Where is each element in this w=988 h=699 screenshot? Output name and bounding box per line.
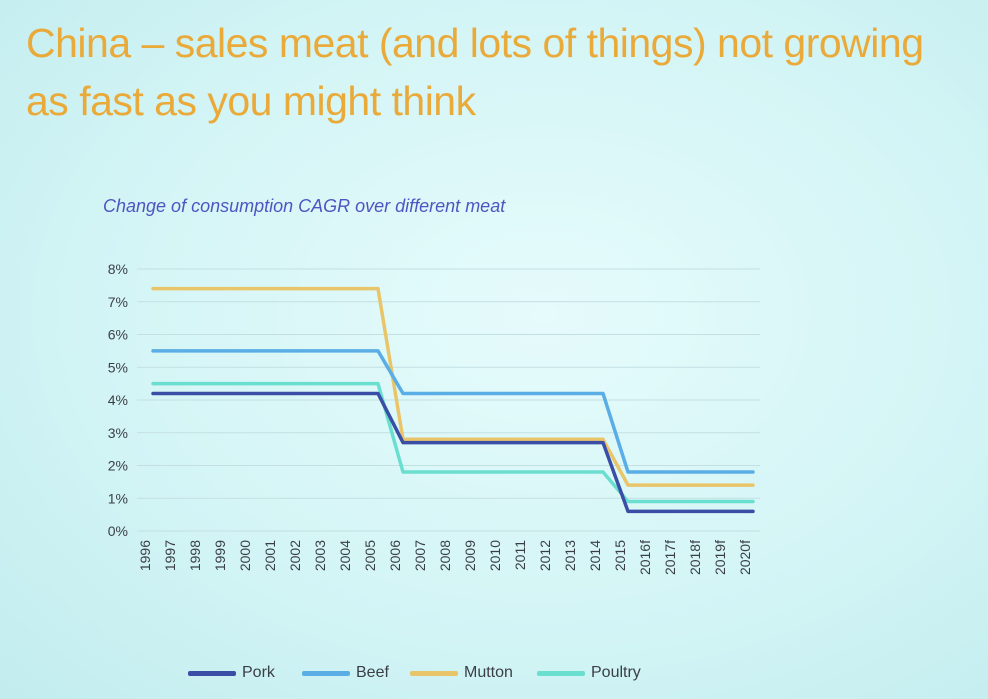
x-tick-label: 1997 (162, 540, 178, 571)
x-tick-label: 2009 (462, 540, 478, 571)
x-tick-label: 1999 (212, 540, 228, 571)
x-tick-label: 2001 (262, 540, 278, 571)
y-tick-label: 3% (108, 425, 128, 441)
x-tick-label: 1996 (137, 540, 153, 571)
x-tick-label: 2007 (412, 540, 428, 571)
y-tick-label: 1% (108, 490, 128, 506)
series-line-pork (151, 391, 755, 514)
x-tick-label: 1998 (187, 540, 203, 571)
x-tick-label: 2017f (662, 540, 678, 575)
x-tick-label: 2011 (512, 540, 528, 570)
x-tick-label: 2010 (487, 540, 503, 571)
y-tick-label: 6% (108, 327, 128, 343)
y-tick-label: 8% (108, 261, 128, 277)
slide-title: China – sales meat (and lots of things) … (26, 20, 924, 124)
y-tick-label: 4% (108, 392, 128, 408)
x-tick-label: 2012 (537, 540, 553, 571)
chart-title: Change of consumption CAGR over differen… (103, 196, 506, 216)
x-tick-label: 2018f (687, 540, 703, 575)
series-line-beef (151, 349, 755, 474)
x-tick-label: 2004 (337, 540, 353, 571)
y-tick-label: 2% (108, 458, 128, 474)
x-tick-label: 2000 (237, 540, 253, 571)
x-tick-label: 2013 (562, 540, 578, 571)
x-tick-label: 2002 (287, 540, 303, 571)
x-tick-label: 2015 (612, 540, 628, 571)
y-tick-label: 0% (108, 523, 128, 539)
x-tick-label: 2014 (587, 540, 603, 571)
x-tick-label: 2019f (712, 540, 728, 575)
x-tick-label: 2003 (312, 540, 328, 571)
y-tick-label: 7% (108, 294, 128, 310)
x-tick-label: 2016f (637, 540, 653, 575)
x-tick-label: 2005 (362, 540, 378, 571)
series-line-mutton (151, 286, 755, 487)
series-line-poultry (151, 381, 755, 504)
x-tick-label: 2006 (387, 540, 403, 571)
x-tick-label: 2020f (737, 540, 753, 575)
x-tick-label: 2008 (437, 540, 453, 571)
y-tick-label: 5% (108, 359, 128, 375)
